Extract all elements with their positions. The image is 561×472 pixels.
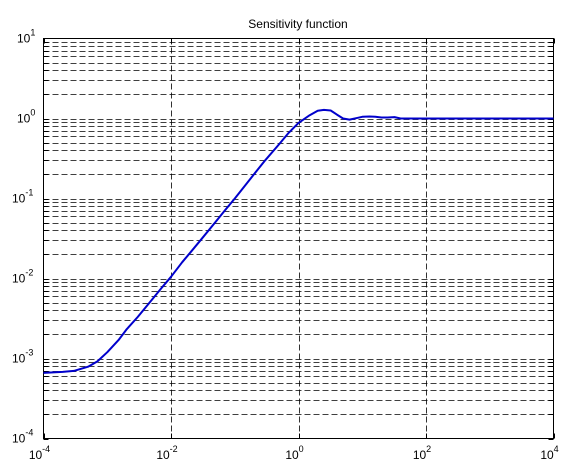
chart-title: Sensitivity function — [248, 17, 347, 31]
x-tick-label: 102 — [413, 444, 431, 462]
sensitivity-curve — [43, 108, 554, 374]
y-tick-labels: 10-4 10-3 10-2 10-1 100 101 — [12, 28, 35, 446]
plot-frame — [43, 38, 554, 439]
y-tick-label: 100 — [17, 108, 35, 126]
series — [43, 108, 554, 374]
x-tick-labels: 10-4 10-2 100 102 104 — [29, 444, 559, 462]
y-tick-label: 10-3 — [12, 348, 33, 366]
grid — [43, 38, 554, 439]
x-tick-label: 10-2 — [156, 444, 177, 462]
x-tick-label: 10-4 — [29, 444, 50, 462]
x-tick-label: 104 — [540, 444, 558, 462]
ticks — [43, 38, 555, 440]
x-tick-label: 100 — [285, 444, 303, 462]
y-tick-label: 101 — [17, 28, 35, 46]
y-tick-label: 10-4 — [12, 428, 33, 446]
y-tick-label: 10-1 — [12, 188, 33, 206]
y-tick-label: 10-2 — [12, 268, 33, 286]
